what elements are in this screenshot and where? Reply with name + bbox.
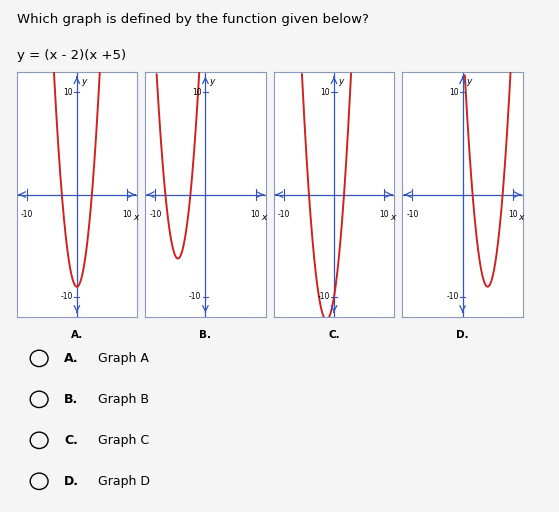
Text: y: y bbox=[210, 77, 215, 86]
Text: Graph B: Graph B bbox=[98, 393, 149, 406]
Text: x: x bbox=[133, 213, 138, 222]
Text: Graph C: Graph C bbox=[98, 434, 149, 447]
Text: C.: C. bbox=[64, 434, 78, 447]
Text: 10: 10 bbox=[379, 210, 389, 219]
Text: -10: -10 bbox=[318, 292, 330, 302]
Text: y = (x - 2)(x +5): y = (x - 2)(x +5) bbox=[17, 49, 126, 61]
Text: -10: -10 bbox=[446, 292, 458, 302]
Text: -10: -10 bbox=[60, 292, 73, 302]
Text: 10: 10 bbox=[63, 88, 73, 97]
Text: C.: C. bbox=[328, 330, 340, 340]
Text: 10: 10 bbox=[250, 210, 260, 219]
Text: -10: -10 bbox=[149, 210, 162, 219]
Text: -10: -10 bbox=[189, 292, 201, 302]
Text: 10: 10 bbox=[192, 88, 201, 97]
Text: -10: -10 bbox=[278, 210, 290, 219]
Text: -10: -10 bbox=[21, 210, 33, 219]
Text: Graph D: Graph D bbox=[98, 475, 150, 488]
Text: x: x bbox=[262, 213, 267, 222]
Text: 10: 10 bbox=[320, 88, 330, 97]
Text: B.: B. bbox=[64, 393, 78, 406]
Text: -10: -10 bbox=[406, 210, 419, 219]
Text: x: x bbox=[390, 213, 395, 222]
Text: x: x bbox=[519, 213, 524, 222]
Text: y: y bbox=[467, 77, 472, 86]
Text: y: y bbox=[338, 77, 343, 86]
Text: 10: 10 bbox=[122, 210, 132, 219]
Text: Graph A: Graph A bbox=[98, 352, 149, 365]
Text: D.: D. bbox=[456, 330, 469, 340]
Text: Which graph is defined by the function given below?: Which graph is defined by the function g… bbox=[17, 13, 368, 26]
Text: 10: 10 bbox=[449, 88, 458, 97]
Text: D.: D. bbox=[64, 475, 79, 488]
Text: y: y bbox=[81, 77, 86, 86]
Text: A.: A. bbox=[64, 352, 79, 365]
Text: B.: B. bbox=[200, 330, 211, 340]
Text: 10: 10 bbox=[508, 210, 518, 219]
Text: A.: A. bbox=[71, 330, 83, 340]
